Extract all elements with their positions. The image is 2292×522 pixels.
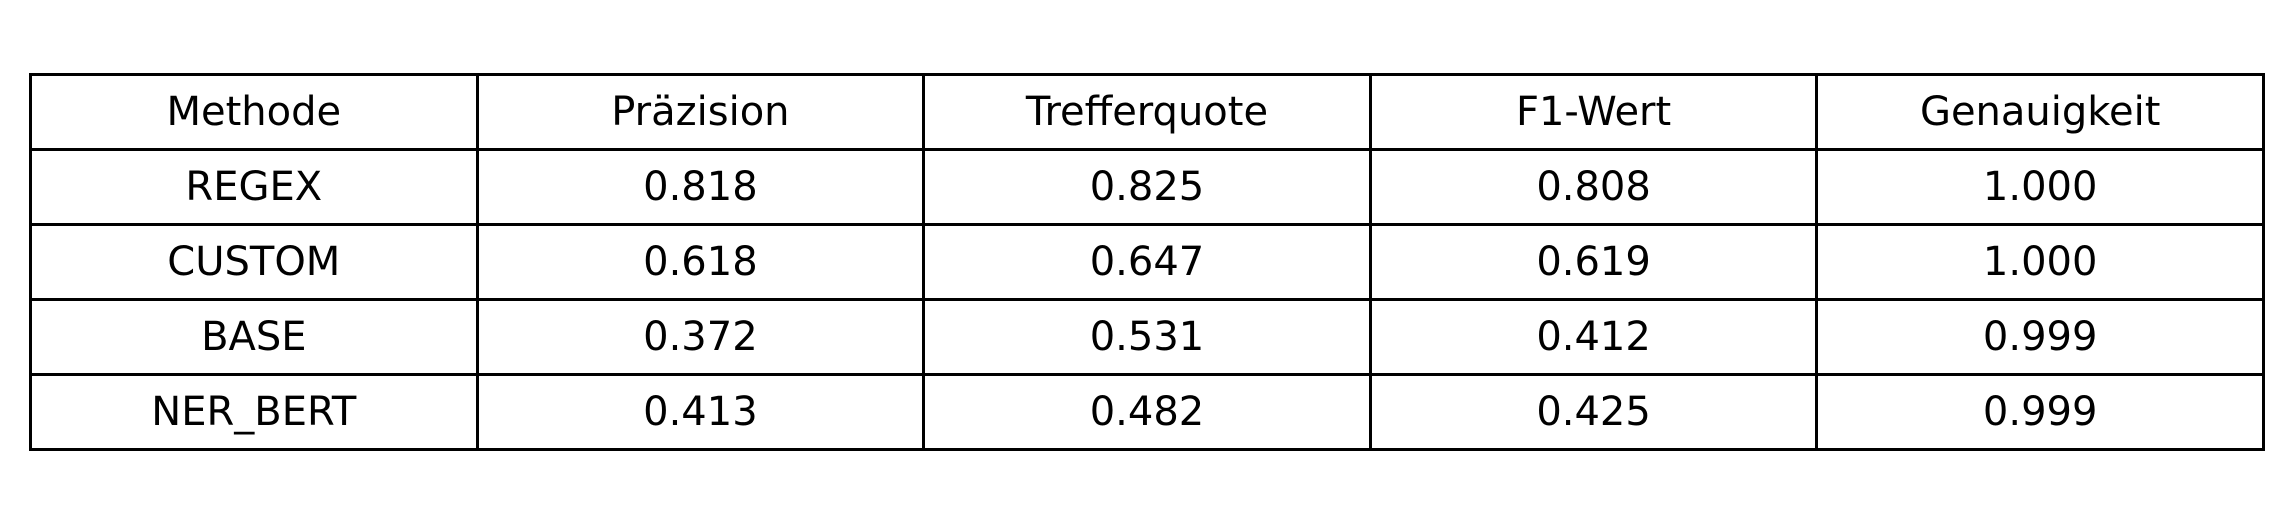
table-row: CUSTOM 0.618 0.647 0.619 1.000: [29, 223, 2265, 301]
column-header-f1-wert: F1-Wert: [1368, 73, 1819, 151]
table-body: REGEX 0.818 0.825 0.808 1.000 CUSTOM 0.6…: [29, 148, 2265, 451]
precision-cell: 0.818: [475, 148, 926, 226]
method-cell: NER_BERT: [29, 373, 479, 451]
column-header-genauigkeit: Genauigkeit: [1815, 73, 2265, 151]
column-header-trefferquote: Trefferquote: [922, 73, 1372, 151]
results-table: Methode Präzision Trefferquote F1-Wert G…: [29, 73, 2265, 451]
accuracy-cell: 1.000: [1815, 223, 2265, 301]
table-row: REGEX 0.818 0.825 0.808 1.000: [29, 148, 2265, 226]
accuracy-cell: 1.000: [1815, 148, 2265, 226]
precision-cell: 0.372: [475, 298, 926, 376]
recall-cell: 0.531: [922, 298, 1372, 376]
method-cell: CUSTOM: [29, 223, 479, 301]
accuracy-cell: 0.999: [1815, 373, 2265, 451]
header-row: Methode Präzision Trefferquote F1-Wert G…: [29, 73, 2265, 151]
precision-cell: 0.413: [475, 373, 926, 451]
f1-cell: 0.808: [1368, 148, 1819, 226]
f1-cell: 0.412: [1368, 298, 1819, 376]
method-cell: REGEX: [29, 148, 479, 226]
column-header-praezision: Präzision: [475, 73, 926, 151]
table-header: Methode Präzision Trefferquote F1-Wert G…: [29, 73, 2265, 151]
f1-cell: 0.619: [1368, 223, 1819, 301]
table-row: BASE 0.372 0.531 0.412 0.999: [29, 298, 2265, 376]
method-cell: BASE: [29, 298, 479, 376]
precision-cell: 0.618: [475, 223, 926, 301]
recall-cell: 0.825: [922, 148, 1372, 226]
table-row: NER_BERT 0.413 0.482 0.425 0.999: [29, 373, 2265, 451]
column-header-methode: Methode: [29, 73, 479, 151]
recall-cell: 0.647: [922, 223, 1372, 301]
accuracy-cell: 0.999: [1815, 298, 2265, 376]
recall-cell: 0.482: [922, 373, 1372, 451]
f1-cell: 0.425: [1368, 373, 1819, 451]
